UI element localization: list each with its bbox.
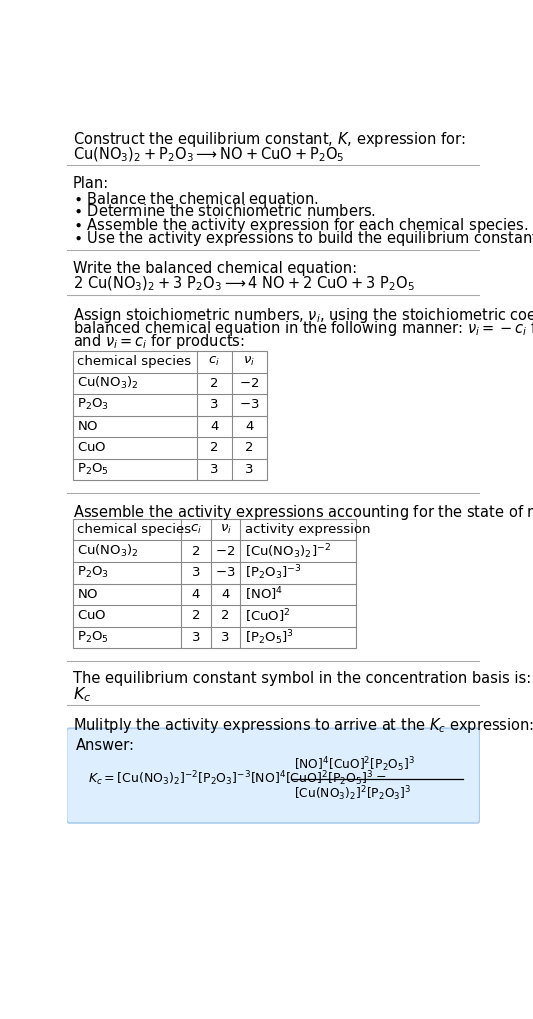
Text: $[\mathrm{Cu(NO_3)_2}]^{-2}$: $[\mathrm{Cu(NO_3)_2}]^{-2}$ [245, 542, 331, 560]
Text: Answer:: Answer: [76, 738, 135, 752]
Text: chemical species: chemical species [77, 356, 191, 368]
Text: The equilibrium constant symbol in the concentration basis is:: The equilibrium constant symbol in the c… [73, 672, 531, 686]
Text: 2: 2 [221, 609, 230, 623]
Text: $-2$: $-2$ [215, 545, 236, 557]
Text: $\mathrm{Cu(NO_3)_2}$: $\mathrm{Cu(NO_3)_2}$ [77, 375, 139, 391]
Text: $\mathrm{P_2O_3}$: $\mathrm{P_2O_3}$ [77, 397, 109, 413]
Text: $\mathrm{CuO}$: $\mathrm{CuO}$ [77, 441, 107, 454]
Text: 4: 4 [192, 588, 200, 601]
Text: $\mathrm{P_2O_3}$: $\mathrm{P_2O_3}$ [77, 566, 109, 580]
Text: 3: 3 [192, 631, 200, 644]
Text: 3: 3 [192, 567, 200, 579]
Text: $\mathrm{Cu(NO_3)_2 + P_2O_3 \longrightarrow NO + CuO + P_2O_5}$: $\mathrm{Cu(NO_3)_2 + P_2O_3 \longrighta… [73, 146, 344, 164]
Text: $-2$: $-2$ [239, 377, 259, 390]
Text: 4: 4 [221, 588, 230, 601]
Text: 3: 3 [210, 463, 219, 476]
Text: activity expression: activity expression [245, 523, 370, 536]
Text: $[\mathrm{P_2O_3}]^{-3}$: $[\mathrm{P_2O_3}]^{-3}$ [245, 564, 301, 582]
Text: Mulitply the activity expressions to arrive at the $K_c$ expression:: Mulitply the activity expressions to arr… [73, 716, 533, 735]
Text: Plan:: Plan: [73, 176, 109, 192]
Text: Assign stoichiometric numbers, $\nu_i$, using the stoichiometric coefficients, $: Assign stoichiometric numbers, $\nu_i$, … [73, 306, 533, 324]
Text: 2: 2 [210, 441, 219, 454]
Text: 4: 4 [245, 420, 253, 433]
Text: $\bullet$ Assemble the activity expression for each chemical species.: $\bullet$ Assemble the activity expressi… [73, 216, 528, 235]
Text: 2: 2 [210, 377, 219, 390]
Text: $c_i$: $c_i$ [190, 523, 202, 536]
Text: balanced chemical equation in the following manner: $\nu_i = -c_i$ for reactants: balanced chemical equation in the follow… [73, 319, 533, 337]
Text: $c_i$: $c_i$ [208, 356, 220, 368]
Bar [73, 519, 357, 648]
Text: $-3$: $-3$ [215, 567, 236, 579]
Text: $[\mathrm{NO}]^4 [\mathrm{CuO}]^2 [\mathrm{P_2O_5}]^3$: $[\mathrm{NO}]^4 [\mathrm{CuO}]^2 [\math… [294, 755, 415, 773]
Text: 2: 2 [192, 545, 200, 557]
Text: $\bullet$ Balance the chemical equation.: $\bullet$ Balance the chemical equation. [73, 190, 318, 209]
Text: Construct the equilibrium constant, $K$, expression for:: Construct the equilibrium constant, $K$,… [73, 130, 465, 149]
Text: $[\mathrm{NO}]^4$: $[\mathrm{NO}]^4$ [245, 586, 283, 603]
Text: 3: 3 [221, 631, 230, 644]
Text: $-3$: $-3$ [239, 398, 260, 412]
FancyBboxPatch shape [67, 729, 480, 823]
Text: Assemble the activity expressions accounting for the state of matter and $\nu_i$: Assemble the activity expressions accoun… [73, 503, 533, 523]
Bar [73, 351, 266, 480]
Text: $\nu_i$: $\nu_i$ [220, 523, 231, 536]
Text: 2: 2 [245, 441, 253, 454]
Text: and $\nu_i = c_i$ for products:: and $\nu_i = c_i$ for products: [73, 332, 245, 351]
Text: 2: 2 [192, 609, 200, 623]
Text: 3: 3 [210, 398, 219, 412]
Text: $\mathrm{Cu(NO_3)_2}$: $\mathrm{Cu(NO_3)_2}$ [77, 543, 139, 559]
Text: $\mathrm{NO}$: $\mathrm{NO}$ [77, 420, 99, 433]
Text: $\mathrm{NO}$: $\mathrm{NO}$ [77, 588, 99, 601]
Text: $[\mathrm{CuO}]^2$: $[\mathrm{CuO}]^2$ [245, 607, 290, 625]
Text: 3: 3 [245, 463, 253, 476]
Text: $\nu_i$: $\nu_i$ [243, 356, 255, 368]
Text: $K_c = [\mathrm{Cu(NO_3)_2}]^{-2} [\mathrm{P_2O_3}]^{-3} [\mathrm{NO}]^4 [\mathr: $K_c = [\mathrm{Cu(NO_3)_2}]^{-2} [\math… [88, 769, 386, 789]
Text: $\bullet$ Determine the stoichiometric numbers.: $\bullet$ Determine the stoichiometric n… [73, 203, 376, 219]
Text: 4: 4 [210, 420, 219, 433]
Text: Write the balanced chemical equation:: Write the balanced chemical equation: [73, 261, 357, 276]
Text: $\bullet$ Use the activity expressions to build the equilibrium constant express: $\bullet$ Use the activity expressions t… [73, 229, 533, 249]
Text: chemical species: chemical species [77, 523, 191, 536]
Text: $\mathrm{P_2O_5}$: $\mathrm{P_2O_5}$ [77, 462, 109, 477]
Text: $[\mathrm{Cu(NO_3)_2}]^2 [\mathrm{P_2O_3}]^3$: $[\mathrm{Cu(NO_3)_2}]^2 [\mathrm{P_2O_3… [294, 785, 412, 803]
Text: $[\mathrm{P_2O_5}]^3$: $[\mathrm{P_2O_5}]^3$ [245, 628, 294, 647]
Text: $\mathrm{CuO}$: $\mathrm{CuO}$ [77, 609, 107, 623]
Text: $\mathrm{2\ Cu(NO_3)_2 + 3\ P_2O_3 \longrightarrow 4\ NO + 2\ CuO + 3\ P_2O_5}$: $\mathrm{2\ Cu(NO_3)_2 + 3\ P_2O_3 \long… [73, 275, 415, 293]
Text: $K_c$: $K_c$ [73, 685, 91, 704]
Text: $\mathrm{P_2O_5}$: $\mathrm{P_2O_5}$ [77, 630, 109, 645]
